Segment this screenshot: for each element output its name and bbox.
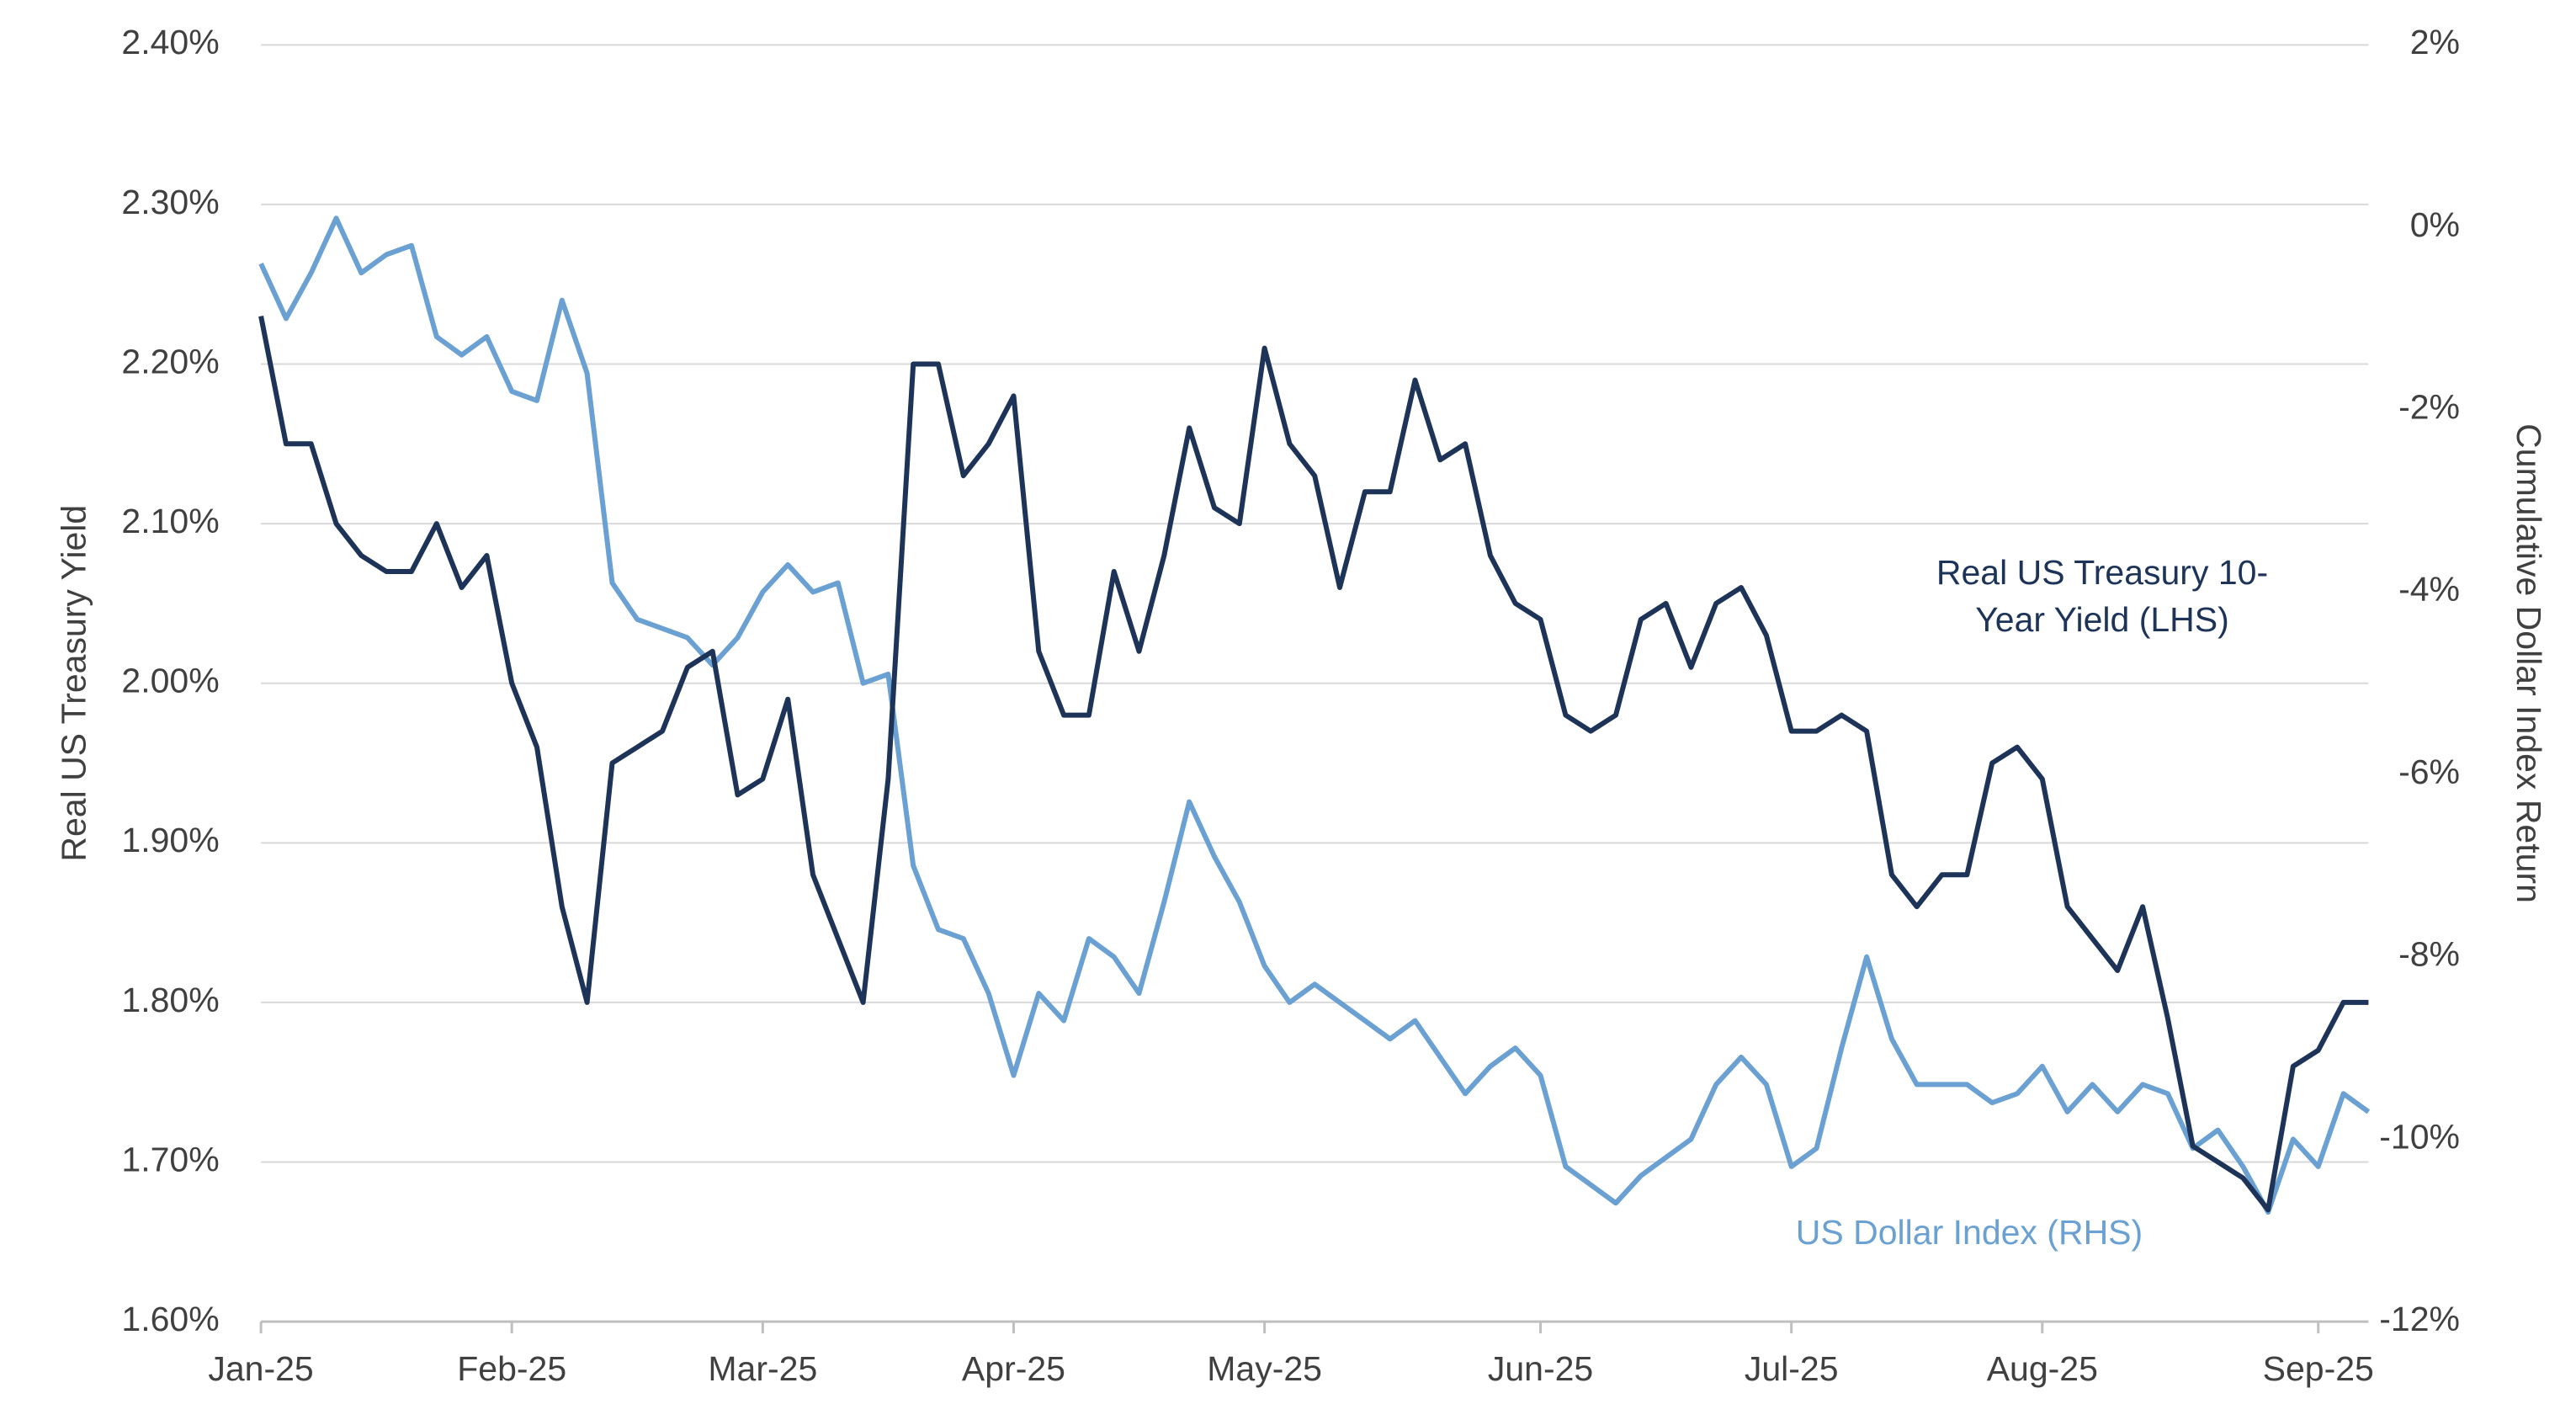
series-label: Real US Treasury 10-Year Yield (LHS): [1936, 553, 2269, 639]
y-tick-label: 2.30%: [121, 183, 219, 221]
series-line: [258, 215, 2371, 1215]
x-tick-label: Feb-25: [457, 1349, 566, 1388]
y-tick-label: 2.10%: [121, 502, 219, 540]
y2-tick-label: -12%: [2379, 1300, 2460, 1338]
y2-tick-label: -2%: [2398, 388, 2460, 427]
x-tick-label: Jul-25: [1745, 1349, 1839, 1388]
y2-tick-label: -4%: [2398, 570, 2460, 609]
x-tick-label: Jun-25: [1488, 1349, 1593, 1388]
series-line: [258, 316, 2369, 1213]
y-axis-label: Real US Treasury Yield: [55, 505, 93, 862]
y-tick-label: 1.70%: [121, 1140, 219, 1178]
y2-tick-label: -8%: [2398, 935, 2460, 974]
y-tick-label: 1.80%: [121, 981, 219, 1019]
y2-tick-label: -10%: [2379, 1117, 2460, 1156]
y2-tick-label: 2%: [2410, 23, 2460, 61]
y2-axis-label: Cumulative Dollar Index Return: [2510, 423, 2548, 903]
y-tick-label: 2.00%: [121, 662, 219, 700]
y2-tick-label: -6%: [2398, 753, 2460, 791]
y-tick-label: 2.20%: [121, 342, 219, 380]
x-tick-label: May-25: [1207, 1349, 1322, 1388]
y-tick-label: 1.60%: [121, 1300, 219, 1338]
x-tick-label: Aug-25: [1987, 1349, 2098, 1388]
x-tick-label: Mar-25: [708, 1349, 817, 1388]
series-label: US Dollar Index (RHS): [1795, 1213, 2143, 1252]
y-tick-label: 2.40%: [121, 23, 219, 61]
x-tick-label: Jan-25: [208, 1349, 313, 1388]
x-tick-label: Apr-25: [962, 1349, 1065, 1388]
y-tick-label: 1.90%: [121, 821, 219, 859]
y2-tick-label: 0%: [2410, 205, 2460, 244]
x-tick-label: Sep-25: [2263, 1349, 2374, 1388]
